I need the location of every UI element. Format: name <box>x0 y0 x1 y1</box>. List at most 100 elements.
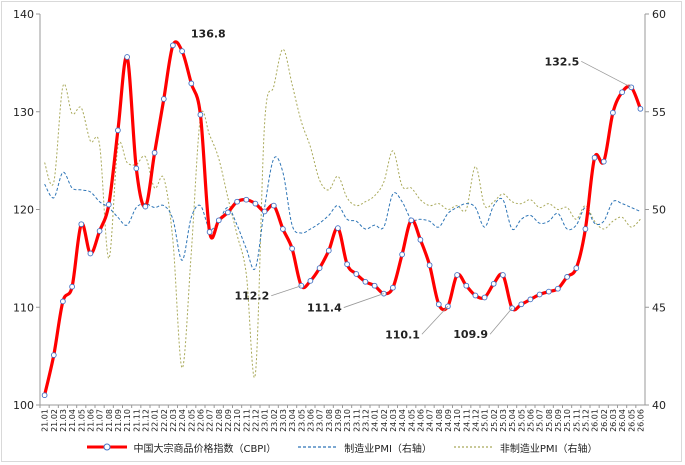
legend-item-mfg-pmi: 制造业PMI（右轴） <box>298 440 432 455</box>
data-point-cbpi <box>151 149 158 156</box>
x-tick-label: 23.10 <box>343 409 352 432</box>
data-point-cbpi <box>115 127 121 134</box>
data-point-cbpi <box>225 209 231 216</box>
x-tick-label: 22.07 <box>206 409 215 432</box>
data-point-cbpi <box>619 89 625 96</box>
data-point-cbpi <box>252 200 259 207</box>
y-tick-right-label: 40 <box>652 399 666 412</box>
x-tick-label: 23.05 <box>297 409 306 432</box>
data-point-cbpi <box>481 294 488 301</box>
x-tick-label: 25.09 <box>554 409 563 432</box>
data-point-cbpi <box>536 291 543 298</box>
data-point-cbpi <box>555 285 561 292</box>
annotation-label: 112.2 <box>234 290 269 303</box>
x-tick-label: 26.05 <box>627 409 636 432</box>
x-tick-label: 24.09 <box>444 409 453 432</box>
x-tick-label: 24.08 <box>435 409 444 432</box>
y-tick-left-label: 130 <box>13 106 34 119</box>
series-line-nonmfg-pmi <box>44 48 641 378</box>
x-tick-label: 22.09 <box>224 409 233 432</box>
data-point-cbpi <box>463 282 470 289</box>
x-tick-label: 24.01 <box>371 409 380 432</box>
x-tick-label: 23.01 <box>261 409 270 432</box>
axes: 100 110 120 130 140 40 45 50 55 60 21.01 21.02 21.03… <box>13 8 666 432</box>
x-tick-label: 21.10 <box>123 409 132 432</box>
y-tick-right-label: 45 <box>652 301 666 314</box>
x-tick-label: 23.08 <box>325 409 334 432</box>
y-tick-left-label: 120 <box>13 204 34 217</box>
cbpi-pmi-chart: 100 110 120 130 140 40 45 50 55 60 21.01 21.02 21.03… <box>13 8 666 432</box>
data-point-cbpi <box>179 48 185 54</box>
legend-item-nonmfg-pmi: 非制造业PMI（右轴） <box>453 440 598 455</box>
data-point-cbpi <box>280 226 286 232</box>
x-tick-label: 23.03 <box>279 409 288 432</box>
x-tick-label: 21.12 <box>141 409 150 432</box>
data-point-cbpi <box>527 296 534 303</box>
data-point-cbpi <box>573 265 580 271</box>
data-point-cbpi <box>591 154 598 161</box>
x-tick-label: 21.08 <box>105 409 114 432</box>
data-point-cbpi <box>371 282 378 289</box>
legend: 中国大宗商品价格指数（CBPI） 制造业PMI（右轴） 非制造业PMI（右轴） <box>0 438 685 456</box>
data-point-cbpi <box>307 278 314 284</box>
data-point-cbpi <box>270 202 277 209</box>
x-tick-label: 24.11 <box>462 409 471 432</box>
x-tick-label: 22.05 <box>187 409 196 432</box>
data-point-cbpi <box>133 165 140 172</box>
x-tick-label: 25.03 <box>499 409 508 432</box>
x-tick-label: 26.04 <box>618 409 627 432</box>
x-tick-label: 23.12 <box>361 409 370 432</box>
annotation-leader <box>343 293 384 308</box>
annotation-label: 110.1 <box>385 328 420 341</box>
x-tick-label: 23.06 <box>306 409 315 432</box>
data-point-cbpi <box>380 290 387 297</box>
x-tick-label: 24.03 <box>389 409 398 432</box>
series-line-mfg-pmi <box>44 156 641 271</box>
annotation-label: 111.4 <box>307 302 342 315</box>
data-point-cbpi <box>344 261 350 268</box>
data-point-cbpi <box>188 80 195 87</box>
data-point-cbpi <box>234 198 240 205</box>
x-tick-label: 25.10 <box>563 409 572 432</box>
y-tick-right-label: 60 <box>652 8 666 21</box>
y-tick-left-label: 110 <box>13 301 34 314</box>
x-tick-label: 26.06 <box>636 409 645 432</box>
x-tick-label: 21.02 <box>50 409 59 432</box>
x-tick-label: 22.10 <box>233 409 242 432</box>
legend-swatch-cbpi <box>87 443 128 451</box>
x-tick-label: 24.04 <box>398 409 407 432</box>
x-tick-label: 25.02 <box>490 409 499 432</box>
x-tick-label: 23.04 <box>288 409 297 432</box>
data-point-cbpi <box>215 217 222 224</box>
data-point-cbpi <box>564 274 570 280</box>
x-tick-label: 25.11 <box>572 409 581 432</box>
data-point-cbpi <box>78 221 85 228</box>
data-point-cbpi <box>390 284 396 291</box>
data-point-cbpi <box>353 271 360 277</box>
series-layer <box>41 40 644 399</box>
x-tick-label: 24.12 <box>471 409 480 432</box>
x-tick-label: 25.06 <box>526 409 535 432</box>
data-point-cbpi <box>600 158 607 165</box>
x-tick-label: 26.03 <box>609 409 618 432</box>
data-point-cbpi <box>105 201 112 208</box>
data-point-cbpi <box>69 283 75 290</box>
legend-label-cbpi: 中国大宗商品价格指数（CBPI） <box>133 443 277 455</box>
annotation-leader <box>581 60 632 88</box>
data-point-cbpi <box>417 236 424 243</box>
x-tick-label: 24.05 <box>407 409 416 432</box>
x-tick-label: 21.04 <box>68 409 77 432</box>
x-tick-label: 21.09 <box>114 409 123 432</box>
x-tick-label: 25.07 <box>536 409 545 432</box>
data-point-cbpi <box>362 278 369 285</box>
x-tick-label: 21.06 <box>86 409 95 432</box>
data-point-cbpi <box>96 228 103 234</box>
data-point-cbpi <box>142 203 149 210</box>
x-tick-label: 25.04 <box>508 409 517 432</box>
data-point-cbpi <box>490 280 497 287</box>
data-point-cbpi <box>261 208 268 215</box>
data-point-cbpi <box>435 301 442 308</box>
x-tick-label: 24.07 <box>426 409 435 432</box>
x-tick-label: 22.01 <box>151 409 160 432</box>
y-tick-right-label: 55 <box>652 106 666 119</box>
